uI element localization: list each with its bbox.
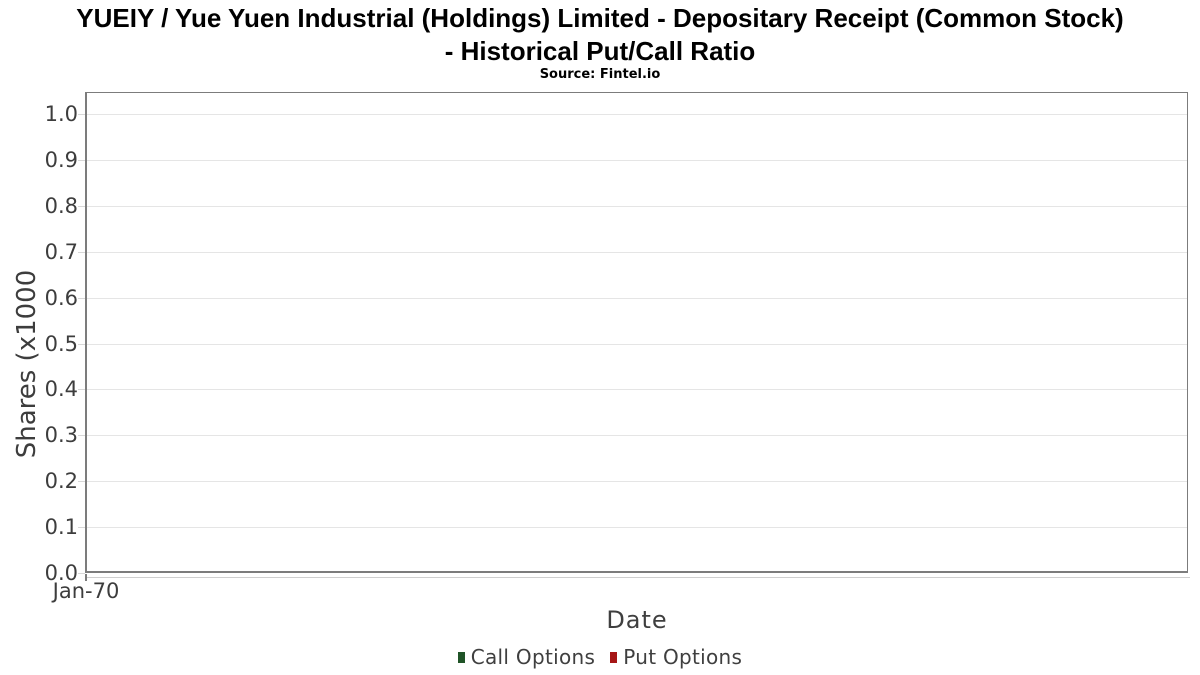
y-tick-label: 0.5 [44, 331, 78, 356]
legend: Call Options Put Options [0, 645, 1200, 669]
y-tick-mark [78, 435, 85, 437]
y-tick-label: 0.6 [44, 285, 78, 310]
chart-title-line-1: YUEIY / Yue Yuen Industrial (Holdings) L… [76, 3, 1124, 33]
y-tick-mark [78, 527, 85, 529]
y-tick-mark [78, 389, 85, 391]
chart-title: YUEIY / Yue Yuen Industrial (Holdings) L… [0, 2, 1200, 68]
legend-series-marker [610, 651, 618, 663]
legend-series-marker [457, 651, 465, 663]
y-gridline [87, 251, 1187, 253]
y-tick-mark [78, 205, 85, 207]
legend-item[interactable]: Put Options [610, 645, 742, 669]
y-tick-label: 1.0 [44, 102, 78, 126]
y-tick-label: 0.7 [44, 239, 78, 264]
x-axis-baseline [85, 577, 1190, 578]
y-tick-label: 0.3 [44, 423, 78, 448]
y-gridline [87, 389, 1187, 391]
y-tick-label: 0.2 [44, 469, 78, 494]
legend-item-label: Put Options [623, 645, 743, 669]
y-gridline [87, 481, 1187, 483]
y-tick-label: 0.9 [44, 147, 78, 172]
y-tick-mark [78, 343, 85, 345]
x-tick-label: Jan-70 [52, 579, 120, 603]
y-gridline [87, 205, 1187, 207]
y-tick-label: 0.4 [44, 377, 78, 402]
y-gridline [87, 297, 1187, 299]
y-tick-label: 0.1 [44, 515, 78, 540]
y-gridline [87, 527, 1187, 529]
legend-item-label: Call Options [470, 645, 596, 669]
chart-source-label: Source: Fintel.io [539, 67, 661, 82]
y-gridline [87, 159, 1187, 161]
y-tick-mark [78, 573, 85, 574]
y-axis-title: Shares (x1000 [12, 269, 42, 459]
plot-area [85, 92, 1188, 573]
y-tick-mark [78, 251, 85, 253]
y-tick-mark [78, 114, 85, 115]
legend-item[interactable]: Call Options [457, 645, 596, 669]
x-axis-tick-mark [85, 574, 87, 581]
y-tick-mark [78, 297, 85, 299]
y-tick-label: 0.0 [44, 561, 78, 585]
y-gridline [87, 435, 1187, 437]
y-gridline [87, 114, 1187, 115]
chart-title-line-2: - Historical Put/Call Ratio [444, 36, 756, 66]
y-tick-label: 0.8 [44, 193, 78, 218]
y-tick-mark [78, 481, 85, 483]
x-axis-title: Date [606, 606, 668, 634]
y-tick-mark [78, 159, 85, 161]
y-gridline [87, 343, 1187, 345]
